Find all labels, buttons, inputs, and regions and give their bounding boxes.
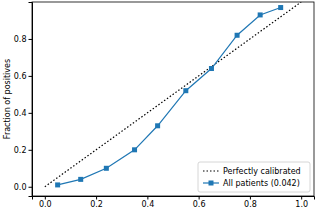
x-tick-mark [147,196,148,200]
y-tick-mark [29,150,33,151]
y-tick-label: 0.6 [14,72,27,81]
y-tick-mark [29,39,33,40]
series-line [58,8,281,185]
x-tick: 0.0 [39,196,52,209]
chart: 0.0 0.2 0.4 0.6 0.8 1.0 0.0 0.2 0.4 0.6 0.8 Perfect… [0,0,320,214]
x-tick-mark [250,196,251,200]
x-tick-mark [301,196,302,200]
x-axis: 0.0 0.2 0.4 0.6 0.8 1.0 [33,196,315,209]
plot-frame [32,2,314,196]
y-tick: 0.6 [14,72,32,81]
y-tick-mark [29,113,33,114]
x-tick-mark [96,196,97,200]
x-tick-label: 0.0 [39,200,52,209]
x-tick-label: 0.4 [141,200,154,209]
legend: Perfectly calibrated All patients (0.042) [198,162,310,192]
marker [278,5,283,10]
x-tick: 0.4 [141,196,154,209]
legend-label: All patients (0.042) [223,179,300,188]
marker [104,166,109,171]
legend-marker [209,181,214,186]
y-tick: 0.4 [14,109,32,118]
y-tick-mark [29,187,33,188]
y-tick: 0.8 [14,35,32,44]
y-tick: 0.0 [14,183,32,192]
x-tick: 0.6 [193,196,206,209]
y-tick-label: 0.2 [14,146,27,155]
marker [55,182,60,187]
x-tick-mark [199,196,200,200]
x-tick-mark [45,196,46,200]
y-tick-label: 0.4 [14,109,27,118]
marker [209,66,214,71]
legend-label: Perfectly calibrated [223,167,301,176]
data-area [45,2,301,187]
series-line [45,2,301,187]
y-axis: 0.0 0.2 0.4 0.6 0.8 [14,3,33,197]
x-tick-label: 0.8 [244,200,257,209]
x-tick-label: 0.2 [90,200,103,209]
marker [132,147,137,152]
marker [235,33,240,38]
legend-box [198,162,310,192]
marker [78,177,83,182]
y-axis-line [29,3,33,197]
x-axis-line [33,197,315,200]
x-tick: 0.2 [90,196,103,209]
y-tick-label: 0.8 [14,35,27,44]
plot: 0.0 0.2 0.4 0.6 0.8 1.0 0.0 0.2 0.4 0.6 0.8 Perfect… [14,2,315,209]
x-tick-label: 0.6 [193,200,206,209]
marker [183,88,188,93]
y-tick-label: 0.0 [14,183,27,192]
y-axis-title: Fraction of positives [3,59,12,139]
marker [258,12,263,17]
x-tick: 1.0 [295,196,308,209]
y-tick: 0.2 [14,146,32,155]
legend-line [203,170,219,171]
x-tick-label: 1.0 [295,200,308,209]
x-tick: 0.8 [244,196,257,209]
marker [155,123,160,128]
y-tick-mark [29,76,33,77]
